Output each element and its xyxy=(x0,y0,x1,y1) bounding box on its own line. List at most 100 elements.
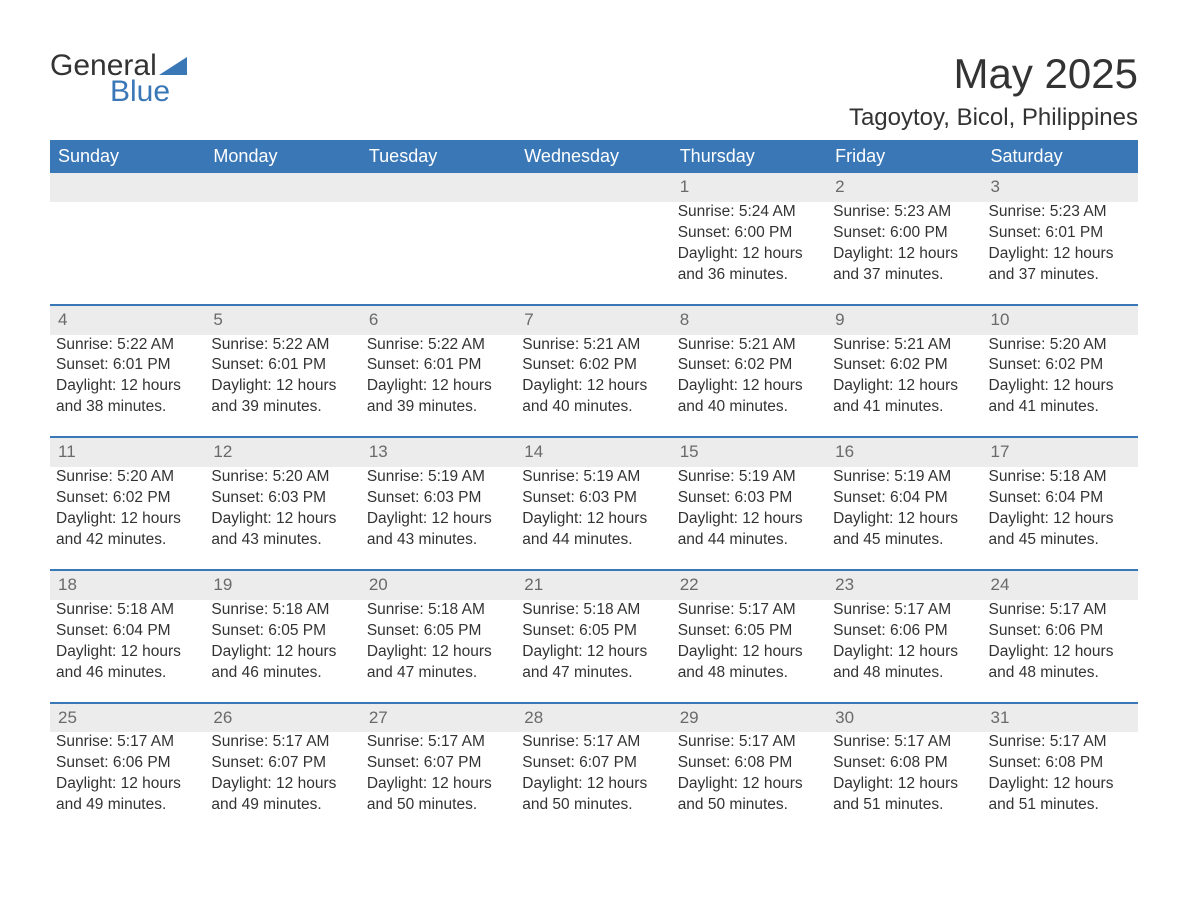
day-number-cell: 26 xyxy=(205,704,360,733)
sunset-line: Sunset: 6:03 PM xyxy=(678,488,821,509)
calendar-header-row: SundayMondayTuesdayWednesdayThursdayFrid… xyxy=(50,140,1138,173)
calendar-body: 123Sunrise: 5:24 AMSunset: 6:00 PMDaylig… xyxy=(50,173,1138,834)
day-number-cell: 25 xyxy=(50,704,205,733)
header: General Blue May 2025 Tagoytoy, Bicol, P… xyxy=(50,50,1138,132)
day-number-row: 25262728293031 xyxy=(50,704,1138,733)
logo: General Blue xyxy=(50,50,187,107)
day-content-row: Sunrise: 5:17 AM Sunset: 6:06 PM Daylight:… xyxy=(50,732,1138,834)
daylight-line: Daylight: 12 hours and 39 minutes. xyxy=(211,376,354,418)
sunset-line: Sunset: 6:08 PM xyxy=(833,753,976,774)
daylight-line: Daylight: 12 hours and 37 minutes. xyxy=(833,244,976,286)
sunset-line: Sunset: 6:04 PM xyxy=(989,488,1132,509)
sunset-line: Sunset: 6:01 PM xyxy=(367,355,510,376)
daylight-line: Daylight: 12 hours and 41 minutes. xyxy=(989,376,1132,418)
day-cell: Sunrise: 5:17 AMSunset: 6:08 PMDaylight:… xyxy=(983,732,1138,834)
day-cell: Sunrise: 5:19 AMSunset: 6:03 PMDaylight:… xyxy=(361,467,516,569)
day-cell xyxy=(516,202,671,304)
sunset-line: Sunset: 6:02 PM xyxy=(989,355,1132,376)
daylight-line: Daylight: 12 hours and 50 minutes. xyxy=(678,774,821,816)
sunrise-line: Sunrise: 5:22 AM xyxy=(367,335,510,356)
day-header: Sunday xyxy=(50,140,205,173)
day-cell: Sunrise: 5:18 AMSunset: 6:05 PMDaylight:… xyxy=(361,600,516,702)
day-number-cell xyxy=(50,173,205,202)
day-number-cell: 18 xyxy=(50,571,205,600)
day-cell: Sunrise: 5:21 AMSunset: 6:02 PMDaylight:… xyxy=(516,335,671,437)
sunset-line: Sunset: 6:04 PM xyxy=(56,621,199,642)
daylight-line: Daylight: 12 hours and 36 minutes. xyxy=(678,244,821,286)
sunset-line: Sunset: 6:06 PM xyxy=(833,621,976,642)
sunrise-line: Sunrise: 5:17 AM xyxy=(678,600,821,621)
sunrise-line: Sunrise: 5:17 AM xyxy=(522,732,665,753)
sunrise-line: Sunrise: 5:21 AM xyxy=(678,335,821,356)
sunrise-line: Sunrise: 5:17 AM xyxy=(833,732,976,753)
day-number-cell: 10 xyxy=(983,306,1138,335)
day-cell: Sunrise: 5:17 AMSunset: 6:06 PMDaylight:… xyxy=(983,600,1138,702)
day-cell: Sunrise: 5:17 AMSunset: 6:07 PMDaylight:… xyxy=(361,732,516,834)
day-number-cell: 5 xyxy=(205,306,360,335)
day-number-row: 45678910 xyxy=(50,306,1138,335)
day-number-cell: 28 xyxy=(516,704,671,733)
day-cell: Sunrise: 5:19 AMSunset: 6:03 PMDaylight:… xyxy=(672,467,827,569)
sunset-line: Sunset: 6:02 PM xyxy=(522,355,665,376)
sunset-line: Sunset: 6:02 PM xyxy=(833,355,976,376)
daylight-line: Daylight: 12 hours and 45 minutes. xyxy=(833,509,976,551)
day-number-cell: 29 xyxy=(672,704,827,733)
sunset-line: Sunset: 6:08 PM xyxy=(678,753,821,774)
daylight-line: Daylight: 12 hours and 47 minutes. xyxy=(367,642,510,684)
daylight-line: Daylight: 12 hours and 50 minutes. xyxy=(367,774,510,816)
day-number-cell: 20 xyxy=(361,571,516,600)
sunset-line: Sunset: 6:07 PM xyxy=(522,753,665,774)
sunset-line: Sunset: 6:03 PM xyxy=(211,488,354,509)
sunset-line: Sunset: 6:03 PM xyxy=(522,488,665,509)
day-cell: Sunrise: 5:20 AMSunset: 6:02 PMDaylight:… xyxy=(50,467,205,569)
sunrise-line: Sunrise: 5:24 AM xyxy=(678,202,821,223)
day-number-cell xyxy=(516,173,671,202)
sunrise-line: Sunrise: 5:22 AM xyxy=(56,335,199,356)
sunrise-line: Sunrise: 5:20 AM xyxy=(56,467,199,488)
daylight-line: Daylight: 12 hours and 45 minutes. xyxy=(989,509,1132,551)
day-cell: Sunrise: 5:18 AMSunset: 6:04 PMDaylight:… xyxy=(983,467,1138,569)
day-number-cell: 14 xyxy=(516,438,671,467)
day-cell: Sunrise: 5:23 AMSunset: 6:01 PMDaylight:… xyxy=(983,202,1138,304)
sunrise-line: Sunrise: 5:22 AM xyxy=(211,335,354,356)
day-cell: Sunrise: 5:17 AMSunset: 6:07 PMDaylight:… xyxy=(516,732,671,834)
day-number-cell: 21 xyxy=(516,571,671,600)
sunset-line: Sunset: 6:01 PM xyxy=(989,223,1132,244)
sunrise-line: Sunrise: 5:17 AM xyxy=(367,732,510,753)
day-number-cell: 4 xyxy=(50,306,205,335)
sunrise-line: Sunrise: 5:21 AM xyxy=(833,335,976,356)
sunrise-line: Sunrise: 5:20 AM xyxy=(211,467,354,488)
daylight-line: Daylight: 12 hours and 41 minutes. xyxy=(833,376,976,418)
sunset-line: Sunset: 6:02 PM xyxy=(678,355,821,376)
sunset-line: Sunset: 6:02 PM xyxy=(56,488,199,509)
day-number-cell: 19 xyxy=(205,571,360,600)
day-cell: Sunrise: 5:23 AMSunset: 6:00 PMDaylight:… xyxy=(827,202,982,304)
sunset-line: Sunset: 6:05 PM xyxy=(522,621,665,642)
day-cell xyxy=(50,202,205,304)
sunrise-line: Sunrise: 5:21 AM xyxy=(522,335,665,356)
day-cell: Sunrise: 5:21 AMSunset: 6:02 PMDaylight:… xyxy=(827,335,982,437)
day-cell: Sunrise: 5:17 AMSunset: 6:06 PMDaylight:… xyxy=(50,732,205,834)
daylight-line: Daylight: 12 hours and 46 minutes. xyxy=(211,642,354,684)
day-cell: Sunrise: 5:17 AMSunset: 6:06 PMDaylight:… xyxy=(827,600,982,702)
day-cell xyxy=(205,202,360,304)
day-cell: Sunrise: 5:17 AMSunset: 6:08 PMDaylight:… xyxy=(672,732,827,834)
daylight-line: Daylight: 12 hours and 39 minutes. xyxy=(367,376,510,418)
daylight-line: Daylight: 12 hours and 50 minutes. xyxy=(522,774,665,816)
day-cell: Sunrise: 5:18 AMSunset: 6:05 PMDaylight:… xyxy=(205,600,360,702)
sunset-line: Sunset: 6:06 PM xyxy=(56,753,199,774)
day-content-row: Sunrise: 5:18 AM Sunset: 6:04 PM Daylight:… xyxy=(50,600,1138,702)
day-cell xyxy=(361,202,516,304)
daylight-line: Daylight: 12 hours and 40 minutes. xyxy=(522,376,665,418)
sunset-line: Sunset: 6:05 PM xyxy=(678,621,821,642)
day-content-row: Sunrise: 5:20 AMSunset: 6:02 PMDaylight:… xyxy=(50,467,1138,569)
sunset-line: Sunset: 6:00 PM xyxy=(678,223,821,244)
daylight-line: Daylight: 12 hours and 51 minutes. xyxy=(989,774,1132,816)
day-number-cell: 9 xyxy=(827,306,982,335)
day-cell: Sunrise: 5:19 AMSunset: 6:03 PMDaylight:… xyxy=(516,467,671,569)
day-cell: Sunrise: 5:17 AMSunset: 6:05 PMDaylight:… xyxy=(672,600,827,702)
sunrise-line: Sunrise: 5:18 AM xyxy=(522,600,665,621)
day-cell: Sunrise: 5:22 AMSunset: 6:01 PMDaylight:… xyxy=(361,335,516,437)
day-number-cell xyxy=(205,173,360,202)
day-number-cell: 31 xyxy=(983,704,1138,733)
